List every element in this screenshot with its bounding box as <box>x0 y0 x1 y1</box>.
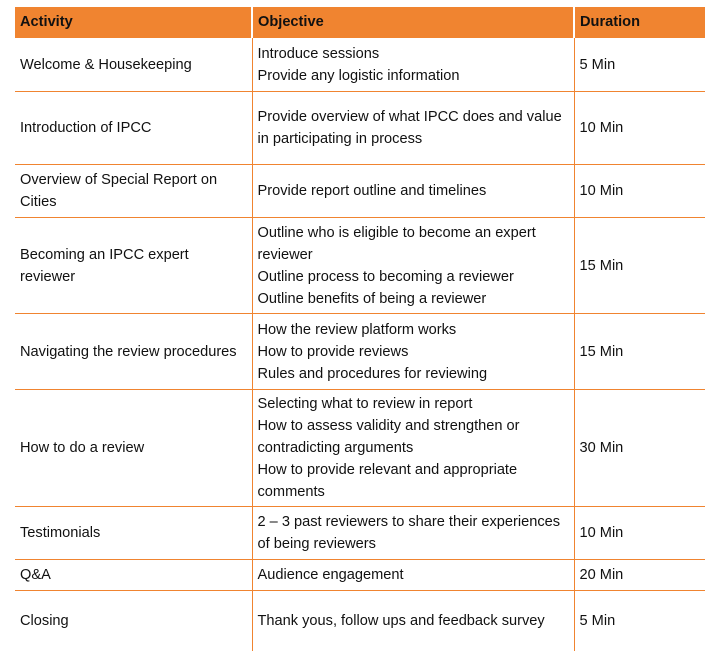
activity-cell: Q&A <box>15 559 252 591</box>
activity-cell: Navigating the review procedures <box>15 313 252 390</box>
duration-cell: 5 Min <box>573 590 705 651</box>
header-row: Activity Objective Duration <box>15 7 705 38</box>
table-row: Introduction of IPCC Provide overview of … <box>15 91 705 165</box>
agenda-table: Activity Objective Duration Welcome & Ho… <box>15 7 705 651</box>
table-row: Q&A Audience engagement 20 Min <box>15 559 705 591</box>
objective-line: Outline benefits of being a reviewer <box>257 290 487 307</box>
header-duration: Duration <box>573 7 705 38</box>
activity-cell: Overview of Special Report on Cities <box>15 164 252 218</box>
duration-cell: 10 Min <box>573 91 705 165</box>
objective-cell: Audience engagement <box>251 559 574 591</box>
objective-line: Provide overview of what IPCC does and v… <box>257 109 562 147</box>
objective-cell: Provide report outline and timelines <box>251 164 574 218</box>
objective-cell: Selecting what to review in report How to… <box>251 389 574 507</box>
activity-cell: Closing <box>15 590 252 651</box>
activity-cell: How to do a review <box>15 389 252 507</box>
header-objective: Objective <box>251 7 574 38</box>
activity-cell: Becoming an IPCC expert reviewer <box>15 217 252 314</box>
duration-cell: 15 Min <box>573 313 705 390</box>
table-row: Navigating the review procedures How the … <box>15 313 705 390</box>
table-row: How to do a review Selecting what to revi… <box>15 389 705 507</box>
objective-line: How to assess validity and strengthen or… <box>257 418 520 456</box>
duration-cell: 10 Min <box>573 164 705 218</box>
header-activity: Activity <box>15 7 252 38</box>
table-row: Overview of Special Report on Cities Prov… <box>15 164 705 218</box>
objective-line: Selecting what to review in report <box>257 396 473 412</box>
table-row: Closing Thank yous, follow ups and feedba… <box>15 590 705 651</box>
duration-cell: 5 Min <box>573 37 705 92</box>
duration-cell: 30 Min <box>573 389 705 507</box>
objective-cell: 2 – 3 past reviewers to share their expe… <box>251 506 574 560</box>
duration-cell: 10 Min <box>573 506 705 560</box>
objective-cell: How the review platform works How to prov… <box>251 313 574 390</box>
objective-cell: Thank yous, follow ups and feedback surv… <box>251 590 574 651</box>
duration-cell: 15 Min <box>573 217 705 314</box>
objective-line: Thank yous, follow ups and feedback surv… <box>257 612 545 629</box>
objective-line: Introduce sessions <box>257 45 380 62</box>
objective-line: Outline who is eligible to become an exp… <box>257 224 536 263</box>
table-row: Becoming an IPCC expert reviewer Outline … <box>15 217 705 314</box>
table-row: Welcome & Housekeeping Introduce sessions… <box>15 37 705 92</box>
objective-cell: Introduce sessions Provide any logistic i… <box>251 37 574 92</box>
objective-cell: Outline who is eligible to become an exp… <box>251 217 574 314</box>
objective-line: Provide any logistic information <box>257 67 460 84</box>
objective-line: How the review platform works <box>257 321 457 338</box>
activity-cell: Introduction of IPCC <box>15 91 252 165</box>
objective-line: Audience engagement <box>257 567 404 583</box>
objective-line: How to provide relevant and appropriate … <box>257 462 518 500</box>
objective-cell: Provide overview of what IPCC does and v… <box>251 91 574 165</box>
objective-line: How to provide reviews <box>257 343 409 360</box>
objective-line: 2 – 3 past reviewers to share their expe… <box>257 514 561 552</box>
objective-line: Rules and procedures for reviewing <box>257 365 488 382</box>
objective-line: Outline process to becoming a reviewer <box>257 268 514 285</box>
objective-line: Provide report outline and timelines <box>257 183 487 199</box>
duration-cell: 20 Min <box>573 559 705 591</box>
table-row: Testimonials 2 – 3 past reviewers to shar… <box>15 506 705 560</box>
activity-cell: Testimonials <box>15 506 252 560</box>
activity-cell: Welcome & Housekeeping <box>15 37 252 92</box>
